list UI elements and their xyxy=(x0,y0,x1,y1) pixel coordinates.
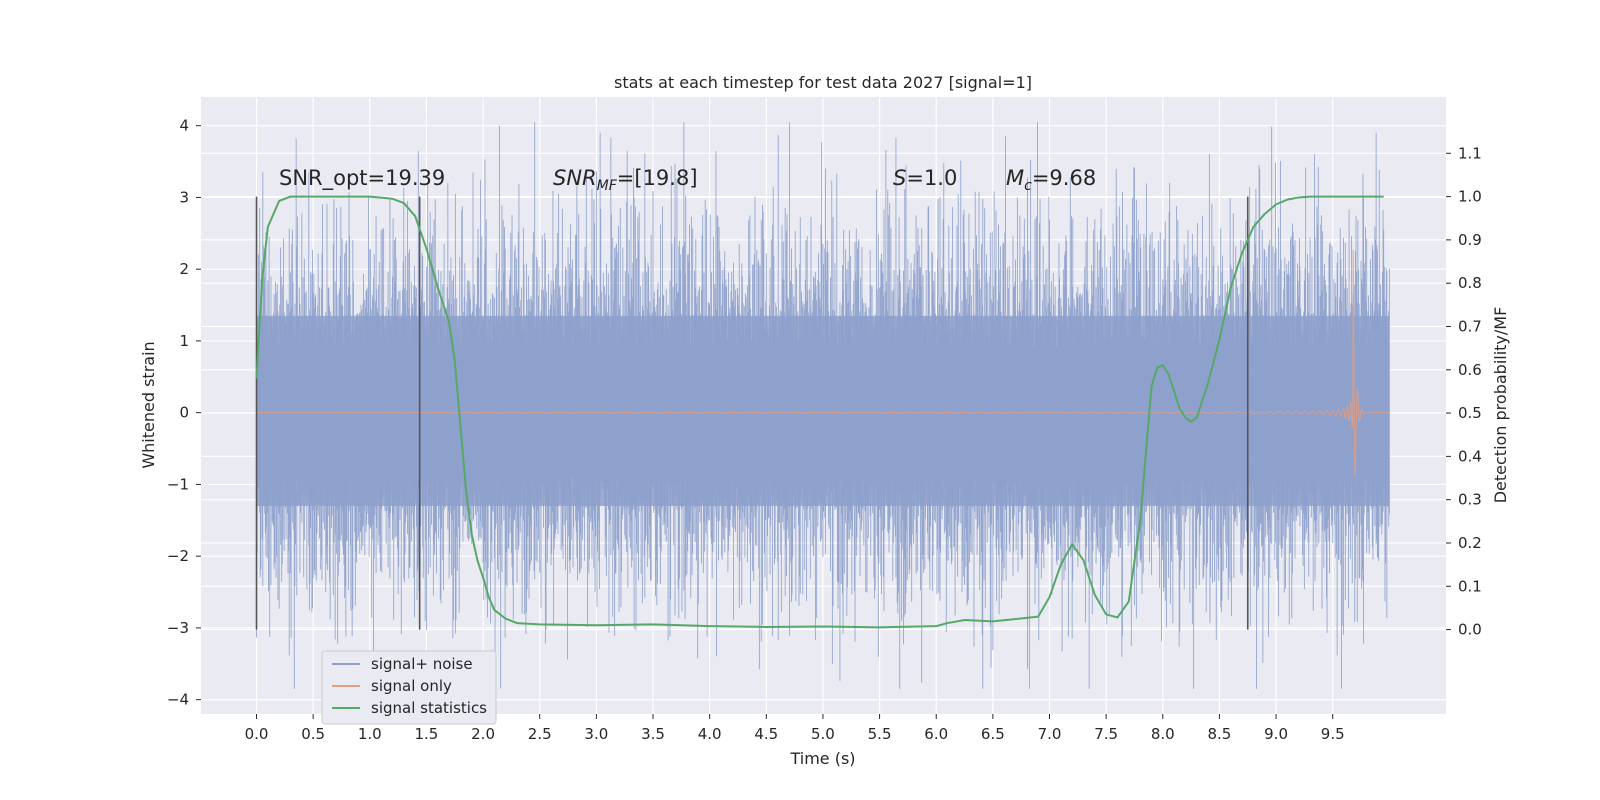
x-tick-label: 1.0 xyxy=(358,725,382,743)
x-tick-label: 6.5 xyxy=(981,725,1005,743)
y-axis-left-ticks: 4 3 2 1 0 −1 −2 −3 −4 xyxy=(167,117,201,709)
y-left-tick-label: −2 xyxy=(167,547,189,565)
x-tick-label: 9.0 xyxy=(1264,725,1288,743)
y-right-tick-label: 0.9 xyxy=(1458,231,1482,249)
annotation-snr-mf-main: SNR xyxy=(553,166,597,190)
annotation-snr-opt: SNR_opt=19.39 xyxy=(279,166,445,191)
x-tick-label: 9.5 xyxy=(1321,725,1345,743)
y-left-tick-label: 4 xyxy=(179,117,189,135)
y-right-tick-label: 0.7 xyxy=(1458,317,1482,335)
y-right-tick-label: 1.1 xyxy=(1458,144,1482,162)
x-tick-label: 0.5 xyxy=(301,725,325,743)
y-right-tick-label: 0.2 xyxy=(1458,534,1482,552)
y-left-tick-label: −1 xyxy=(167,475,189,493)
series-signal-statistics xyxy=(255,195,1384,629)
series-signal-only xyxy=(256,249,1390,477)
x-tick-label: 4.0 xyxy=(698,725,722,743)
annotation-mc-main: M xyxy=(1006,166,1024,190)
y-left-tick-label: −4 xyxy=(167,691,189,709)
annotation-s-label: S xyxy=(893,166,906,190)
vertical-markers xyxy=(255,196,1249,630)
y-right-tick-label: 0.1 xyxy=(1458,577,1482,595)
annotation-snr-mf-value: =[19.8] xyxy=(617,166,698,190)
annotation-mc-value: =9.68 xyxy=(1032,166,1096,190)
y-axis-right-label: Detection probability/MF xyxy=(1491,307,1510,504)
annotation-mc: Mc=9.68 xyxy=(1006,166,1096,194)
chart-title: stats at each timestep for test data 202… xyxy=(614,73,1032,92)
x-tick-label: 3.0 xyxy=(584,725,608,743)
x-tick-label: 1.5 xyxy=(415,725,439,743)
y-right-tick-label: 0.4 xyxy=(1458,447,1482,465)
annotation-mc-sub: c xyxy=(1024,178,1032,194)
legend: signal+ noise signal only signal statist… xyxy=(321,650,497,725)
annotation-s-value: =1.0 xyxy=(906,166,957,190)
x-tick-label: 2.5 xyxy=(528,725,552,743)
y-axis-left-label: Whitened strain xyxy=(139,341,158,468)
x-axis-label: Time (s) xyxy=(789,749,855,768)
y-left-tick-label: 2 xyxy=(179,260,189,278)
y-axis-right-ticks: 1.1 1.0 0.9 0.8 0.7 0.6 0.5 0.4 0.3 0.2 0.1 0.0 xyxy=(1446,144,1482,639)
y-left-tick-label: 1 xyxy=(179,332,189,350)
x-tick-label: 6.0 xyxy=(924,725,948,743)
x-tick-label: 2.0 xyxy=(471,725,495,743)
y-right-tick-label: 0.5 xyxy=(1458,404,1482,422)
y-left-tick-label: −3 xyxy=(167,619,189,637)
x-tick-label: 7.0 xyxy=(1038,725,1062,743)
annotation-snr-mf: SNRMF=[19.8] xyxy=(553,166,698,194)
x-tick-label: 7.5 xyxy=(1094,725,1118,743)
x-axis-ticks: 0.0 0.5 1.0 1.5 2.0 2.5 3.0 3.5 4.0 4.5 5.0 5.5 6.0 6… xyxy=(245,714,1345,743)
legend-label-signal-statistics: signal statistics xyxy=(371,699,487,717)
y-right-tick-label: 1.0 xyxy=(1458,188,1482,206)
legend-label-signal-noise: signal+ noise xyxy=(371,655,473,673)
x-tick-label: 5.0 xyxy=(811,725,835,743)
y-right-tick-label: 0.3 xyxy=(1458,491,1482,509)
legend-label-signal-only: signal only xyxy=(371,677,452,695)
x-tick-label: 4.5 xyxy=(754,725,778,743)
series-signal-noise xyxy=(256,122,1390,689)
y-left-tick-label: 3 xyxy=(179,188,189,206)
x-tick-label: 8.0 xyxy=(1151,725,1175,743)
y-right-tick-label: 0.8 xyxy=(1458,274,1482,292)
y-right-tick-label: 0.0 xyxy=(1458,621,1482,639)
x-tick-label: 5.5 xyxy=(868,725,892,743)
chirp-trace xyxy=(256,249,1390,477)
legend-box xyxy=(321,650,497,725)
x-tick-label: 0.0 xyxy=(245,725,269,743)
y-left-tick-label: 0 xyxy=(179,404,189,422)
y-right-tick-label: 0.6 xyxy=(1458,361,1482,379)
annotation-s: S=1.0 xyxy=(893,166,957,190)
annotation-snr-mf-sub: MF xyxy=(597,178,618,194)
x-tick-label: 3.5 xyxy=(641,725,665,743)
statistics-trace xyxy=(255,195,1384,629)
x-tick-label: 8.5 xyxy=(1208,725,1232,743)
